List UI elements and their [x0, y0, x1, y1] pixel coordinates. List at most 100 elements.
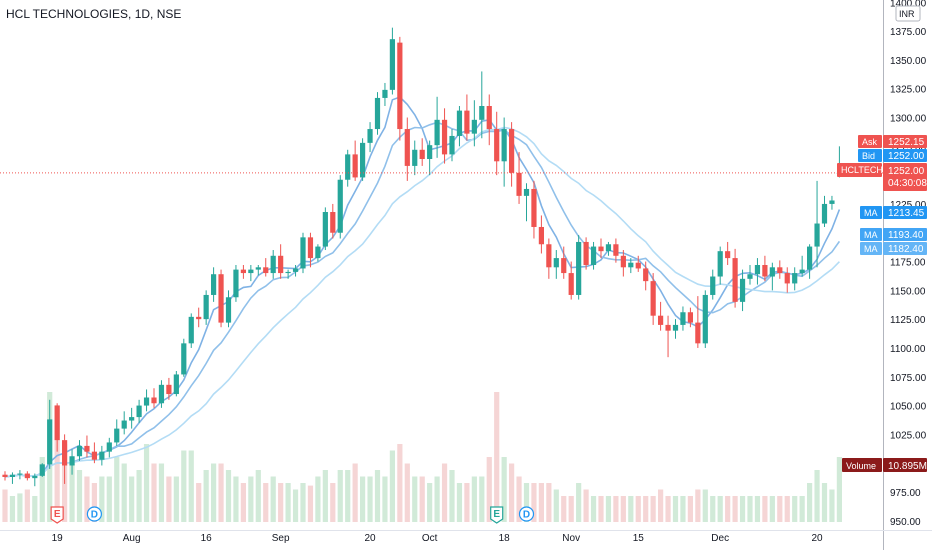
- volume-bar: [114, 457, 120, 522]
- volume-bar: [658, 489, 664, 522]
- candle-body: [255, 267, 261, 270]
- ask-label: Ask: [862, 137, 878, 147]
- candle-body: [531, 188, 537, 227]
- time-tick-label: 16: [201, 533, 213, 544]
- ask-value-tag: [883, 135, 927, 148]
- volume-bar: [635, 496, 641, 522]
- countdown: 04:30:08: [888, 178, 927, 189]
- volume-bar: [91, 483, 97, 522]
- candle-body: [129, 417, 135, 421]
- volume-bar: [613, 496, 619, 522]
- volume-bar: [464, 483, 470, 522]
- volume-bar: [538, 483, 544, 522]
- candle-body: [441, 119, 448, 155]
- volume-bar: [360, 476, 366, 522]
- volume-bar: [151, 463, 157, 522]
- volume-bar: [203, 470, 209, 522]
- volume-bar: [665, 496, 671, 522]
- volume-bar: [367, 476, 373, 522]
- candle-body: [345, 154, 351, 180]
- candle-body: [360, 142, 366, 178]
- candle-body: [211, 274, 217, 295]
- volume-bar: [739, 496, 746, 522]
- candle-body: [76, 445, 83, 457]
- candle-body: [106, 442, 112, 452]
- candle-body: [739, 278, 746, 302]
- volume-bar: [546, 483, 552, 522]
- volume-bar: [821, 483, 828, 522]
- candle-body: [248, 269, 254, 274]
- candle-body: [367, 129, 373, 143]
- volume-bar: [121, 463, 127, 522]
- candle-body: [561, 258, 567, 274]
- candle-body: [389, 39, 395, 90]
- time-axis[interactable]: 19 Aug 16 Sep 20 Oct 18 Nov 15 Dec 20: [0, 530, 932, 545]
- volume-bar: [240, 483, 246, 522]
- volume-bar: [531, 483, 537, 522]
- candles[interactable]: [2, 27, 842, 487]
- volume-bar: [769, 496, 775, 522]
- time-tick-label: Oct: [422, 533, 438, 544]
- volume-bar: [792, 496, 798, 522]
- volume-bar: [397, 444, 403, 522]
- symbol-label: HCLTECH: [841, 165, 883, 175]
- time-tick-label: 20: [811, 533, 823, 544]
- price-tick-label: 1175.00: [890, 258, 926, 269]
- candle-body: [814, 223, 820, 247]
- ma-value-tag: [883, 242, 927, 255]
- candle-body: [695, 322, 701, 344]
- candle-body: [576, 241, 582, 295]
- candle-body: [233, 269, 239, 298]
- volume-bar: [39, 457, 45, 522]
- candle-body: [91, 451, 97, 460]
- volume-bar: [17, 493, 23, 522]
- volume-bar: [434, 476, 440, 522]
- candle-body: [2, 474, 8, 477]
- candle-body: [382, 89, 388, 98]
- price-tick-label: 1050.00: [890, 402, 927, 413]
- candle-body: [546, 244, 552, 268]
- price-tick-label: 1100.00: [890, 344, 926, 355]
- ma-value: 1193.40: [888, 230, 924, 241]
- volume-bar: [9, 496, 16, 522]
- candle-body: [590, 246, 597, 265]
- volume-bar: [330, 483, 336, 522]
- candle-body: [620, 255, 626, 268]
- time-tick-label: 20: [364, 533, 376, 544]
- bid-label: Bid: [862, 151, 875, 161]
- volume-bar: [501, 457, 507, 522]
- candle-body: [24, 473, 30, 479]
- volume-bar: [270, 476, 276, 522]
- candle-body: [397, 42, 403, 130]
- volume-bar: [695, 489, 701, 522]
- moving-average-line: [4, 121, 841, 478]
- volume-bar: [799, 496, 805, 522]
- volume-bar: [196, 483, 202, 522]
- volume-bar: [620, 496, 626, 522]
- candle-body: [702, 294, 708, 344]
- bid-tag: [858, 149, 882, 162]
- candle-body: [501, 129, 507, 162]
- volume-bar: [509, 463, 515, 522]
- volume-bar: [516, 476, 522, 522]
- volume-bar: [106, 476, 112, 522]
- candle-body: [747, 274, 753, 279]
- candle-body: [203, 294, 209, 320]
- volume-bar: [471, 476, 477, 522]
- candle-body: [665, 324, 671, 331]
- candle-body: [605, 244, 612, 252]
- candle-body: [173, 374, 179, 395]
- volume-bar: [762, 496, 768, 522]
- price-tick-label: 1150.00: [890, 286, 926, 297]
- price-tick-label: 1125.00: [890, 315, 926, 326]
- price-tick-label: 1350.00: [890, 56, 927, 67]
- bid-value-tag: [883, 149, 927, 162]
- volume-bar: [412, 476, 418, 522]
- ask-tag: [858, 135, 882, 148]
- candle-body: [99, 451, 105, 460]
- volume-bar: [583, 489, 589, 522]
- volume-bar: [248, 476, 254, 522]
